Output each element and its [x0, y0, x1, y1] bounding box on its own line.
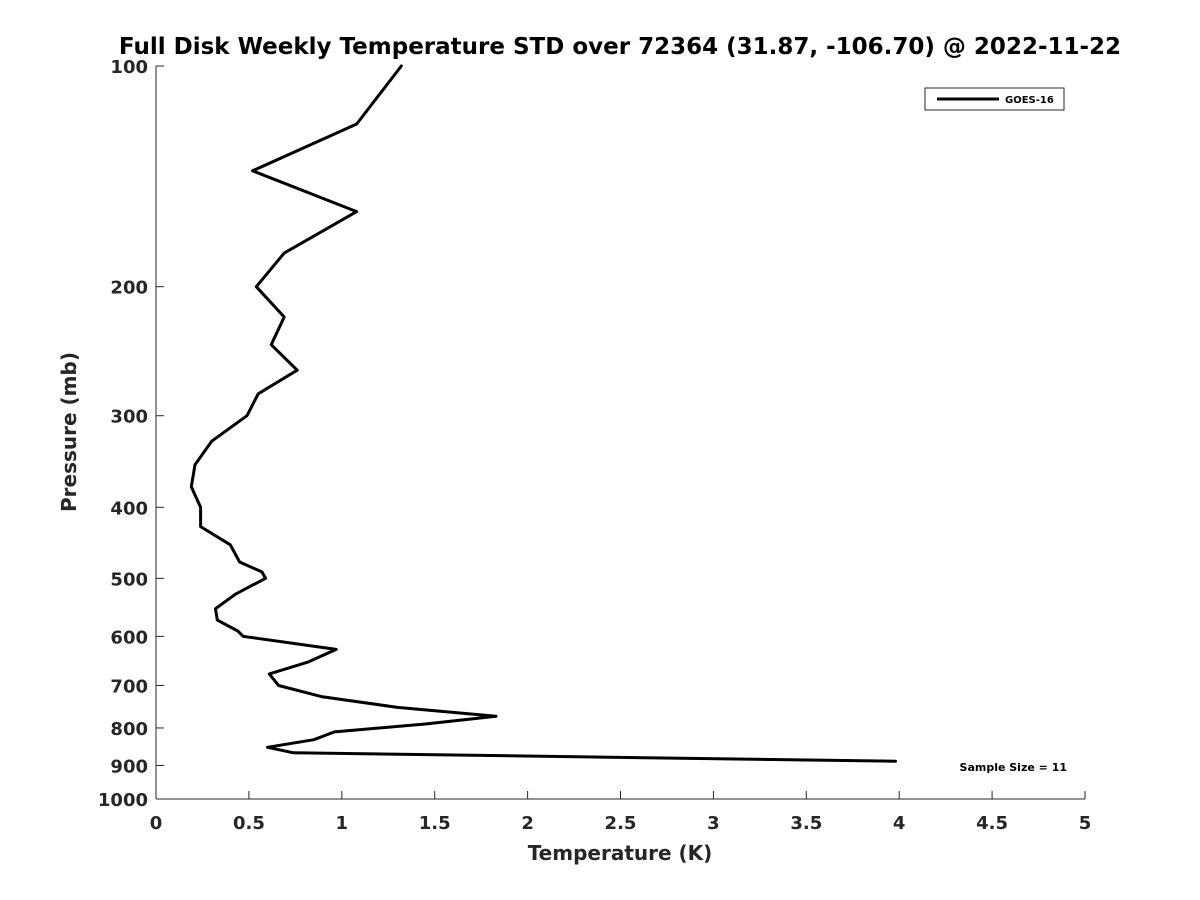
- x-tick-label: 2: [521, 813, 534, 834]
- x-tick-label: 0: [150, 813, 163, 834]
- series-line-goes-16: [189, 64, 897, 763]
- y-tick-label: 800: [110, 719, 148, 740]
- x-tick-label: 5: [1079, 813, 1092, 834]
- y-tick-label: 300: [110, 407, 148, 428]
- x-tick-label: 1.5: [419, 813, 451, 834]
- legend-label: GOES-16: [1005, 95, 1054, 106]
- x-tick-label: 1: [336, 813, 349, 834]
- y-tick-label: 1000: [98, 790, 148, 811]
- x-tick-label: 0.5: [233, 813, 265, 834]
- y-tick-label: 100: [110, 57, 148, 78]
- y-tick-label: 400: [110, 498, 148, 519]
- y-tick-label: 200: [110, 278, 148, 299]
- sample-size-annotation: Sample Size = 11: [960, 761, 1067, 774]
- x-tick-label: 3.5: [790, 813, 822, 834]
- y-tick-label: 600: [110, 627, 148, 648]
- x-tick-label: 3: [707, 813, 720, 834]
- x-tick-label: 2.5: [605, 813, 637, 834]
- y-tick-label: 500: [110, 569, 148, 590]
- y-tick-label: 700: [110, 676, 148, 697]
- y-axis-label: Pressure (mb): [57, 352, 81, 512]
- x-axis-label: Temperature (K): [528, 841, 713, 865]
- x-axis-ticks: 0 0.5 1 1.5 2 2.5 3 3.5 4 4.5 5: [150, 791, 1092, 834]
- x-tick-label: 4: [893, 813, 906, 834]
- legend: GOES-16: [924, 87, 1065, 111]
- chart-title: Full Disk Weekly Temperature STD over 72…: [119, 34, 1121, 60]
- x-tick-label: 4.5: [976, 813, 1008, 834]
- y-tick-label: 900: [110, 756, 148, 777]
- y-axis-ticks: 100 200 300 400 500 600 700 800 900 1000: [98, 57, 164, 811]
